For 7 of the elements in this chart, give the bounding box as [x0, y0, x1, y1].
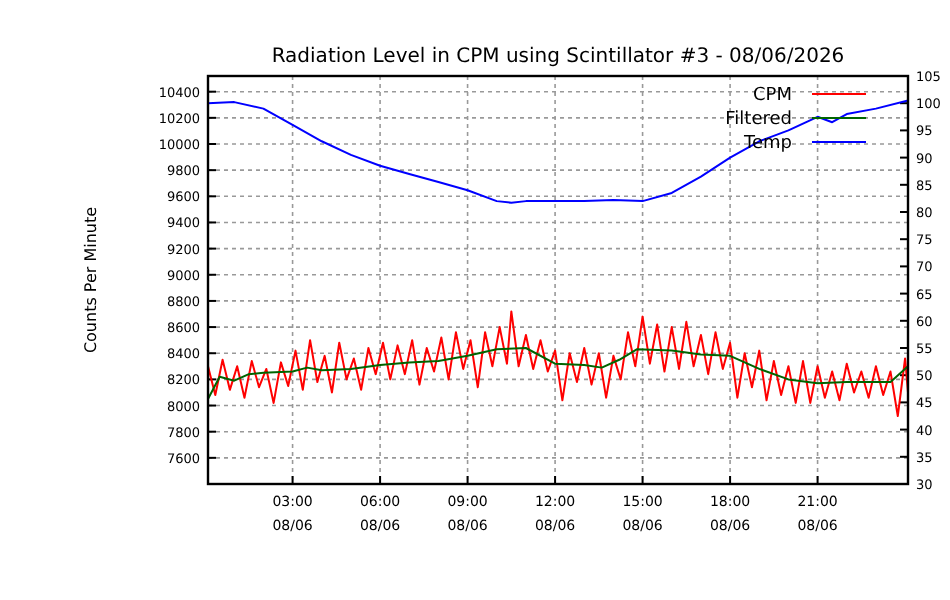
legend-label: CPM — [753, 86, 792, 106]
line-series — [207, 347, 909, 400]
line-series — [207, 99, 909, 204]
chart-title: Radiation Level in CPM using Scintillator #3 - 08/06/2026 — [271, 46, 845, 68]
line-series — [207, 310, 909, 417]
legend-label: Filtered — [725, 110, 792, 130]
y-axis-title: Counts Per Minute — [82, 206, 100, 354]
